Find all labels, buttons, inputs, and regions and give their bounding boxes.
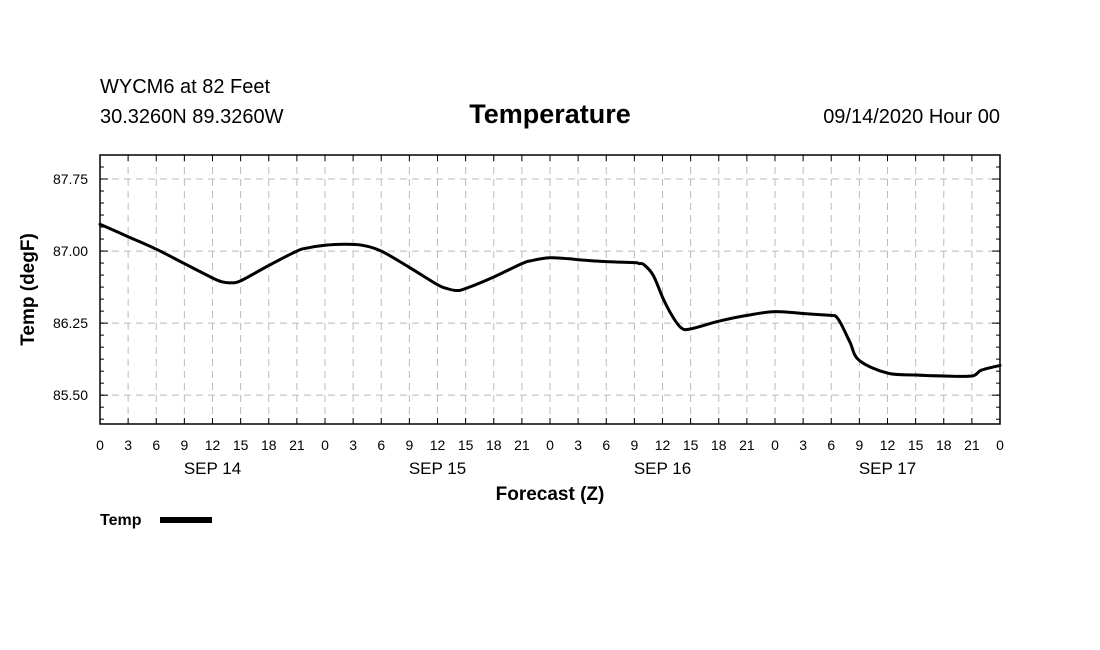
- legend-label-temp: Temp: [100, 512, 142, 529]
- x-tick-label: 18: [261, 437, 277, 453]
- x-tick-label: 15: [233, 437, 249, 453]
- x-axis-title: Forecast (Z): [496, 484, 605, 505]
- y-tick-label: 87.00: [53, 243, 88, 259]
- y-tick-label: 86.25: [53, 315, 88, 331]
- day-labels: SEP 14 SEP 15 SEP 16 SEP 17: [184, 459, 916, 478]
- forecast-datetime: 09/14/2020 Hour 00: [823, 106, 1000, 128]
- x-tick-label: 12: [655, 437, 671, 453]
- chart-title: Temperature: [469, 99, 631, 129]
- day-label: SEP 17: [859, 459, 916, 478]
- x-tick-label: 12: [880, 437, 896, 453]
- temp-series-line: [98, 222, 1002, 378]
- y-tick-label: 87.75: [53, 171, 88, 187]
- x-tick-label: 9: [180, 437, 188, 453]
- station-label: WYCM6 at 82 Feet: [100, 76, 271, 98]
- x-tick-label: 12: [205, 437, 221, 453]
- y-tick-label: 85.50: [53, 387, 88, 403]
- plot-frame: [99, 154, 1001, 425]
- x-tick-label: 6: [602, 437, 610, 453]
- x-tick-label: 3: [124, 437, 132, 453]
- x-tick-label: 21: [514, 437, 530, 453]
- x-tick-label: 3: [799, 437, 807, 453]
- x-tick-label: 0: [96, 437, 104, 453]
- x-tick-label: 6: [827, 437, 835, 453]
- x-tick-label: 18: [711, 437, 727, 453]
- legend-swatch-temp: [160, 517, 212, 523]
- x-tick-label: 3: [574, 437, 582, 453]
- x-tick-label: 6: [152, 437, 160, 453]
- x-tick-label: 3: [349, 437, 357, 453]
- x-tick-label: 18: [486, 437, 502, 453]
- x-tick-label: 9: [405, 437, 413, 453]
- x-tick-label: 0: [546, 437, 554, 453]
- x-tick-label: 18: [936, 437, 952, 453]
- day-label: SEP 14: [184, 459, 241, 478]
- x-tick-label: 0: [771, 437, 779, 453]
- x-tick-label: 21: [739, 437, 755, 453]
- x-tick-label: 6: [377, 437, 385, 453]
- x-tick-label: 0: [996, 437, 1004, 453]
- x-tick-label: 21: [964, 437, 980, 453]
- legend: Temp: [100, 512, 212, 529]
- y-axis-title: Temp (degF): [18, 233, 39, 346]
- x-tick-label: 9: [855, 437, 863, 453]
- x-tick-label: 12: [430, 437, 446, 453]
- x-tick-labels: 0 3 6 9 12 15 18 21 0 3 6 9 12 15 18 21 0 3 6 9 12 15 18 21 0 3 6 9…: [96, 437, 1004, 453]
- day-label: SEP 16: [634, 459, 691, 478]
- x-tick-label: 15: [908, 437, 924, 453]
- day-label: SEP 15: [409, 459, 466, 478]
- x-tick-label: 15: [683, 437, 699, 453]
- grid-lines: [100, 155, 1000, 424]
- x-tick-label: 0: [321, 437, 329, 453]
- y-tick-labels: 85.50 86.25 87.00 87.75: [53, 171, 88, 403]
- x-tick-label: 9: [630, 437, 638, 453]
- x-tick-label: 21: [289, 437, 305, 453]
- coordinates-label: 30.3260N 89.3260W: [100, 106, 284, 128]
- x-tick-label: 15: [458, 437, 474, 453]
